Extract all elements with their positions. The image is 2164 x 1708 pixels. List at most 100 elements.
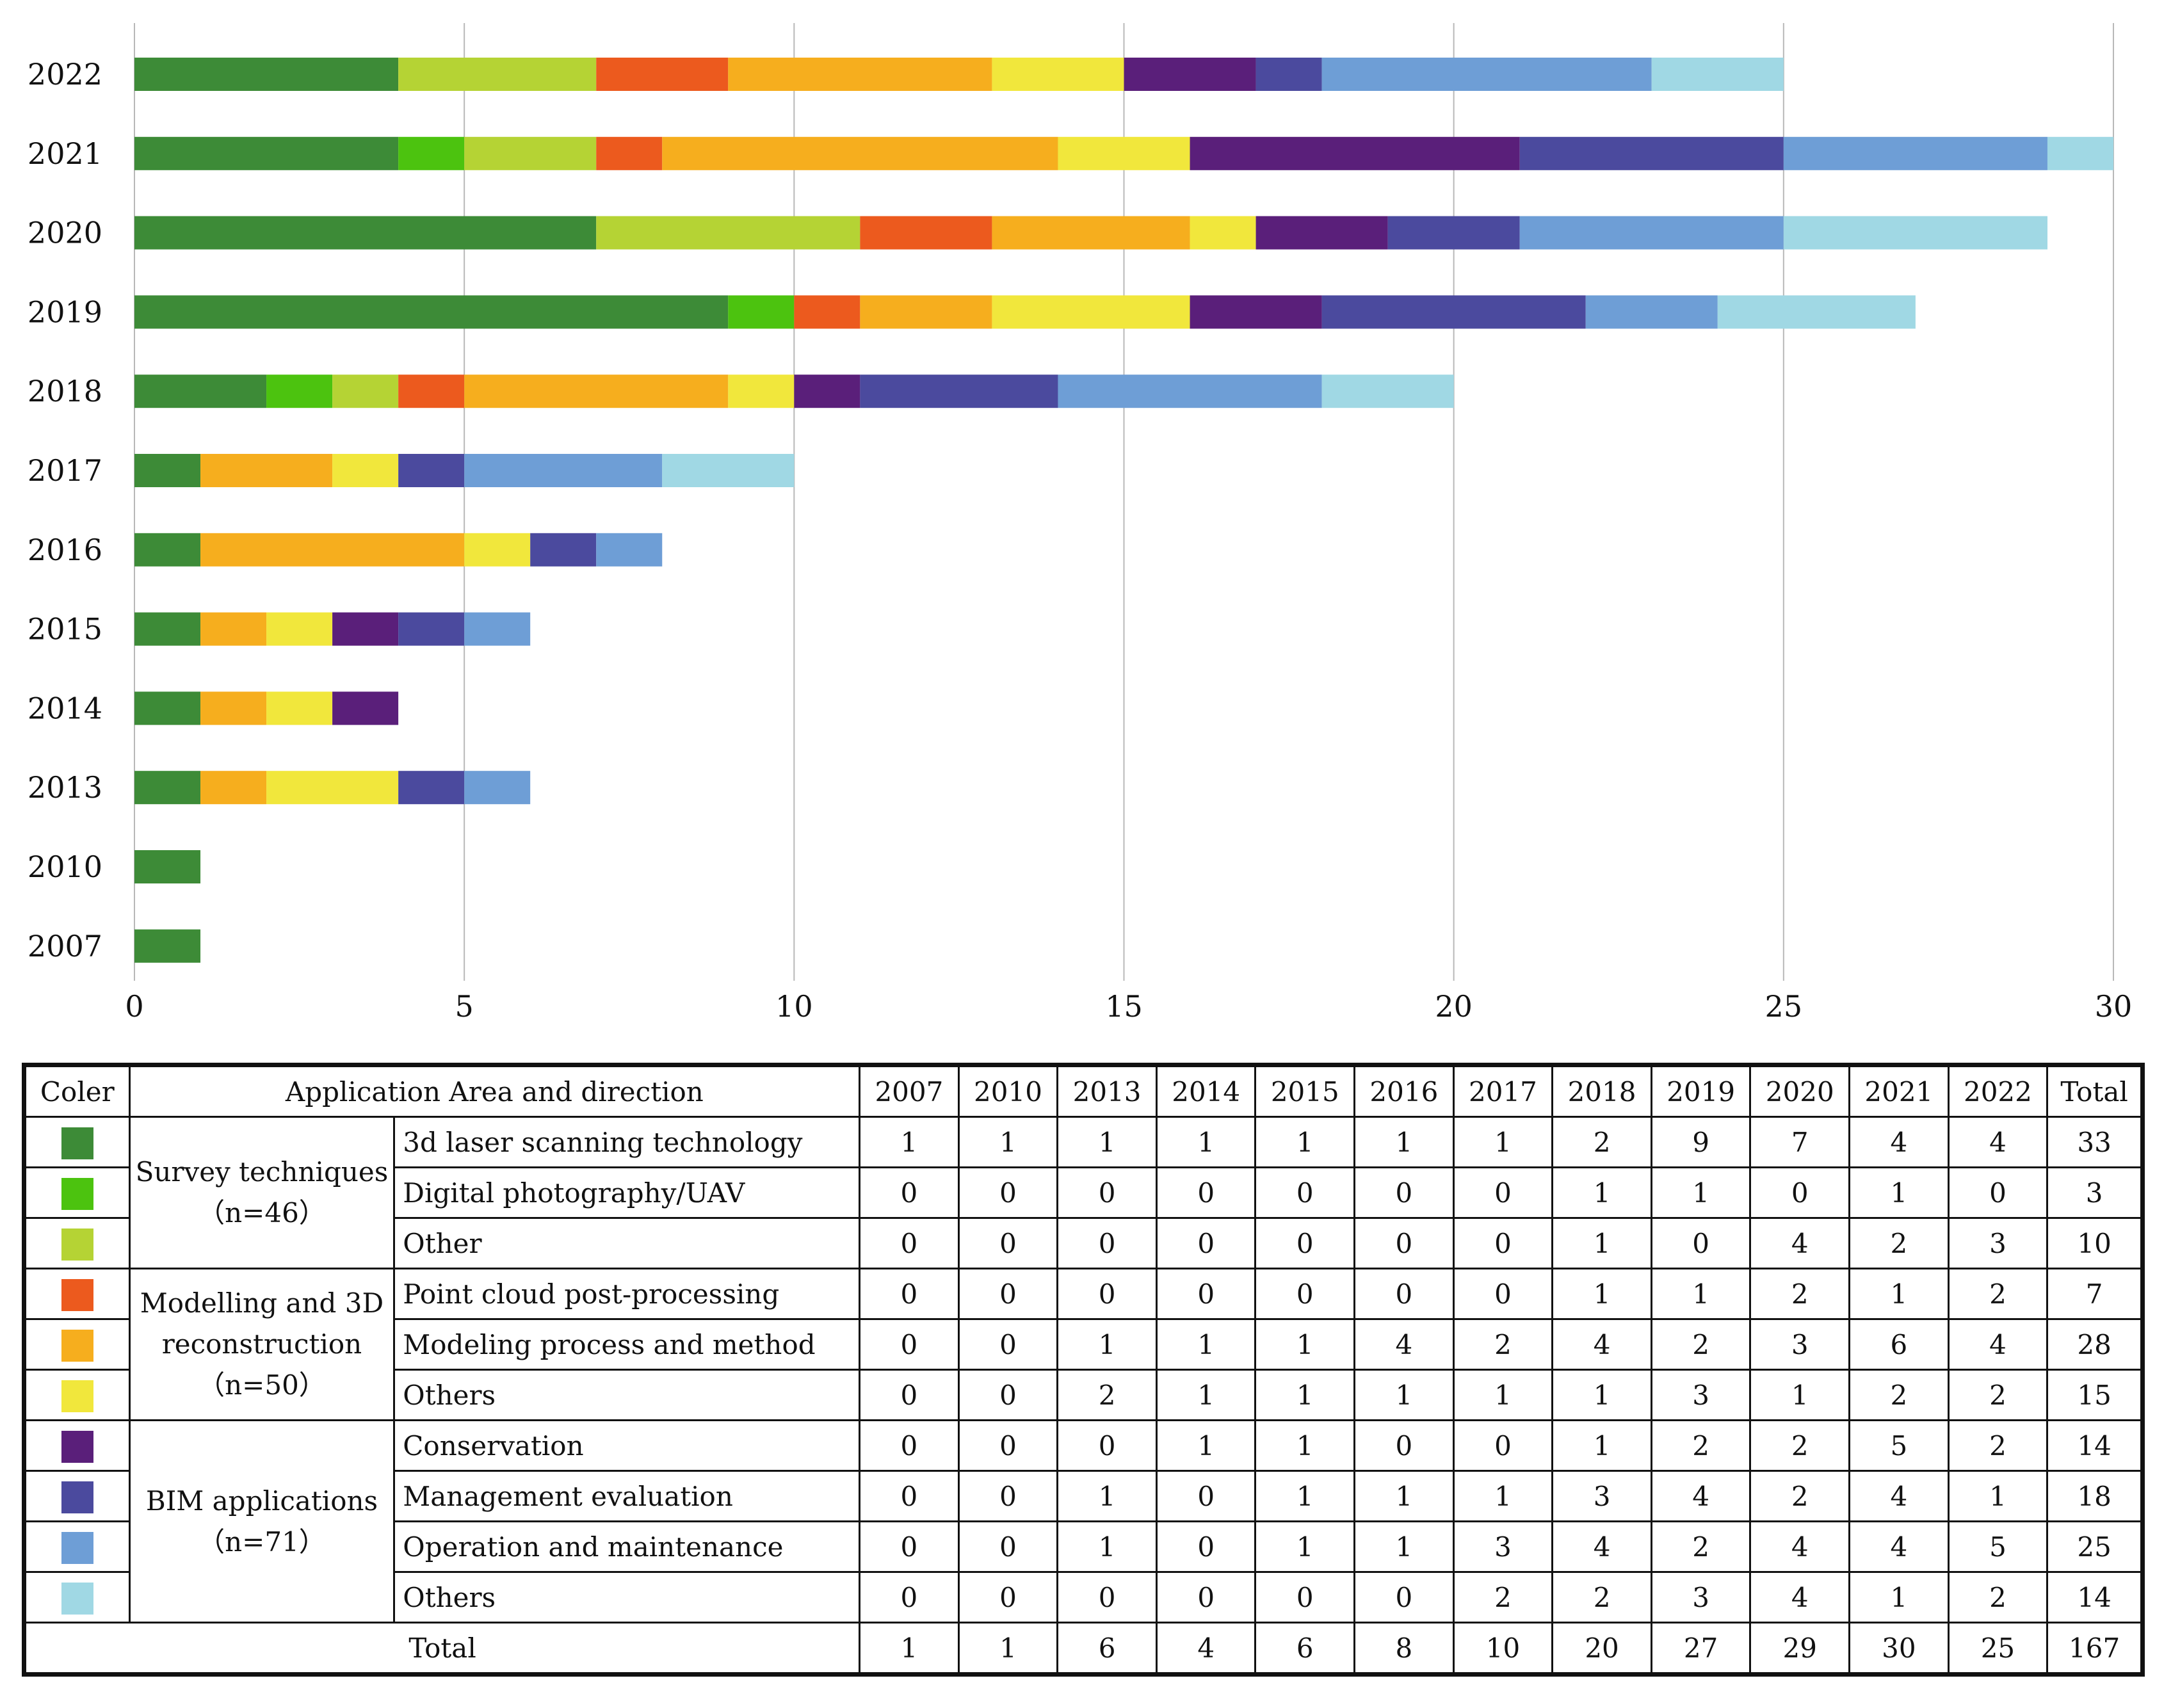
bar-segment [1783,136,2047,170]
value-cell: 7 [1749,1116,1851,1168]
row-total-cell: 15 [2046,1369,2144,1421]
bar-segment [1651,58,1784,91]
bar-segment [1058,375,1322,408]
y-tick-label: 2014 [28,691,102,725]
bar-segment [200,533,465,567]
direction-cell: Other [393,1217,861,1269]
value-cell: 0 [1056,1217,1158,1269]
color-cell [23,1470,131,1522]
value-cell: 2 [1551,1116,1652,1168]
value-cell: 1 [1056,1318,1158,1371]
area-cell: BIM applications （n=71） [128,1419,396,1623]
color-swatch [61,1127,93,1159]
bar-segment [332,375,399,408]
value-cell: 0 [859,1166,960,1219]
bar-segment [1190,295,1322,329]
color-swatch [61,1380,93,1412]
direction-cell: Management evaluation [393,1470,861,1522]
value-cell: 0 [1155,1166,1257,1219]
value-cell: 0 [957,1571,1059,1623]
value-cell: 4 [1848,1470,1950,1522]
bar-segment [1387,216,1520,250]
bar-segment [2047,136,2113,170]
value-cell: 0 [1155,1217,1257,1269]
value-cell: 2 [1947,1419,2049,1472]
direction-cell: Operation and maintenance [393,1520,861,1573]
color-cell [23,1369,131,1421]
color-cell [23,1520,131,1573]
value-cell: 1 [1155,1318,1257,1371]
area-cell: Survey techniques （n=46） [128,1116,396,1269]
value-cell: 0 [1056,1166,1158,1219]
table-row: Management evaluation 0 0 1 0 1 1 1 3 4 2 4 1 18 [23,1470,2144,1522]
y-tick-label: 2017 [28,453,102,488]
value-cell: 0 [957,1419,1059,1472]
value-cell: 0 [1056,1571,1158,1623]
value-cell: 4 [1650,1470,1752,1522]
value-cell: 1 [1254,1369,1356,1421]
bar-segment [662,136,1058,170]
value-cell: 4 [1749,1217,1851,1269]
bar-segment [266,375,333,408]
color-swatch [61,1177,93,1210]
y-tick-label: 2015 [28,612,102,647]
table-row: Digital photography/UAV 0 0 0 0 0 0 0 1 1 0 1 0 3 [23,1166,2144,1219]
area-name-line: BIM applications [145,1485,378,1517]
total-value-cell: 27 [1650,1622,1752,1675]
row-total-cell: 33 [2046,1116,2144,1168]
x-tick-label: 30 [2095,989,2133,1024]
total-value-cell: 30 [1848,1622,1950,1675]
table-header-row: Coler Application Area and direction 2007 2… [23,1064,2144,1118]
value-cell: 3 [1452,1520,1554,1573]
y-tick-label: 2010 [28,850,102,884]
bar-segment [398,612,465,646]
header-area: Application Area and direction [128,1064,861,1118]
row-total-cell: 18 [2046,1470,2144,1522]
value-cell: 1 [1848,1268,1950,1320]
table-row: Modeling process and method 0 0 1 1 1 4 2 4 2 3 6 4 2… [23,1318,2144,1371]
value-cell: 0 [957,1520,1059,1573]
total-value-cell: 6 [1056,1622,1158,1675]
row-total-cell: 10 [2046,1217,2144,1269]
x-tick-label: 0 [125,989,143,1024]
value-cell: 0 [1155,1268,1257,1320]
value-cell: 0 [1254,1571,1356,1623]
value-cell: 0 [1155,1470,1257,1522]
value-cell: 5 [1848,1419,1950,1472]
value-cell: 0 [1254,1268,1356,1320]
color-cell [23,1419,131,1472]
header-year: 2019 [1650,1064,1752,1118]
bar-segment [464,454,663,487]
bar-segment [1321,295,1586,329]
data-table-container: Coler Application Area and direction 2007 2… [22,1063,2145,1677]
bar-segment [596,216,860,250]
y-tick-label: 2021 [28,136,102,171]
bar-segment [134,850,201,883]
value-cell: 1 [1452,1116,1554,1168]
bar-segment [398,375,465,408]
value-cell: 0 [957,1217,1059,1269]
bar-segment [134,58,399,91]
value-cell: 0 [1353,1166,1455,1219]
table-row: Survey techniques （n=46） 3d laser scanning… [23,1116,2144,1269]
color-cell [23,1116,131,1168]
bar-segment [1321,58,1652,91]
bar-segment [1585,295,1718,329]
value-cell: 0 [859,1419,960,1472]
y-tick-label: 2007 [28,929,102,963]
value-cell: 1 [1056,1116,1158,1168]
header-year: 2015 [1254,1064,1356,1118]
value-cell: 0 [1452,1268,1554,1320]
value-cell: 1 [1353,1470,1455,1522]
bar-segment [398,454,465,487]
value-cell: 1 [1155,1369,1257,1421]
area-name-line: reconstruction [161,1328,362,1360]
value-cell: 0 [1254,1166,1356,1219]
value-cell: 1 [1848,1166,1950,1219]
header-year: 2022 [1947,1064,2049,1118]
value-cell: 0 [859,1369,960,1421]
value-cell: 1 [1254,1116,1356,1168]
bar-segment [728,295,795,329]
bar-segment [200,771,267,805]
header-year: 2007 [859,1064,960,1118]
